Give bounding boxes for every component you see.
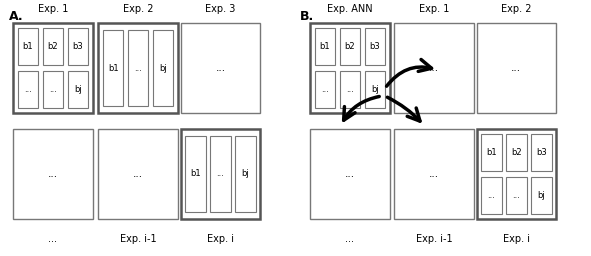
Text: ...: ... xyxy=(134,63,142,72)
Bar xyxy=(340,28,361,65)
Text: ...: ... xyxy=(488,191,495,200)
Text: Exp. 2: Exp. 2 xyxy=(123,4,154,14)
Text: Exp. 2: Exp. 2 xyxy=(501,4,532,14)
Bar xyxy=(235,136,256,212)
Text: B.: B. xyxy=(300,10,314,23)
Text: ...: ... xyxy=(133,169,143,179)
Text: ...: ... xyxy=(429,169,439,179)
Bar xyxy=(310,129,389,219)
Text: ...: ... xyxy=(345,234,355,244)
Bar xyxy=(128,30,148,106)
Text: Exp. i: Exp. i xyxy=(207,234,234,244)
Bar xyxy=(181,129,260,219)
Text: b1: b1 xyxy=(486,148,496,157)
Text: ...: ... xyxy=(24,85,32,94)
Text: Exp. i-1: Exp. i-1 xyxy=(415,234,452,244)
Text: b2: b2 xyxy=(47,42,58,51)
Text: Exp. 1: Exp. 1 xyxy=(419,4,449,14)
Text: b1: b1 xyxy=(190,169,201,178)
Bar xyxy=(99,23,178,113)
Text: ...: ... xyxy=(48,234,57,244)
Bar xyxy=(394,23,474,113)
Text: ...: ... xyxy=(511,63,521,73)
Text: bj: bj xyxy=(160,63,167,72)
Text: ...: ... xyxy=(321,85,329,94)
Bar xyxy=(103,30,124,106)
Text: ...: ... xyxy=(345,169,355,179)
Text: Exp. i: Exp. i xyxy=(503,234,530,244)
Text: Exp. ANN: Exp. ANN xyxy=(327,4,373,14)
Bar xyxy=(365,28,385,65)
Text: b2: b2 xyxy=(345,42,355,51)
Bar xyxy=(531,177,552,214)
Text: ...: ... xyxy=(216,63,226,73)
Text: b1: b1 xyxy=(22,42,33,51)
Text: ...: ... xyxy=(429,63,439,73)
Bar xyxy=(506,134,527,171)
Text: b3: b3 xyxy=(369,42,380,51)
Text: bj: bj xyxy=(242,169,249,178)
Text: b1: b1 xyxy=(320,42,330,51)
Bar xyxy=(18,28,38,65)
Bar xyxy=(18,71,38,108)
Text: ...: ... xyxy=(216,169,225,178)
Bar xyxy=(340,71,361,108)
Bar xyxy=(365,71,385,108)
Text: b1: b1 xyxy=(108,63,118,72)
Bar xyxy=(210,136,231,212)
Bar xyxy=(43,71,63,108)
Bar xyxy=(481,177,502,214)
Bar xyxy=(43,28,63,65)
Bar xyxy=(67,71,88,108)
Text: bj: bj xyxy=(538,191,545,200)
Text: Exp. 3: Exp. 3 xyxy=(205,4,236,14)
Bar xyxy=(477,23,556,113)
Bar xyxy=(13,23,93,113)
Text: ...: ... xyxy=(346,85,354,94)
Bar xyxy=(481,134,502,171)
Bar xyxy=(181,23,260,113)
Bar xyxy=(185,136,206,212)
Text: Exp. 1: Exp. 1 xyxy=(38,4,68,14)
Text: bj: bj xyxy=(74,85,82,94)
Bar xyxy=(67,28,88,65)
Bar xyxy=(531,134,552,171)
Text: ...: ... xyxy=(49,85,57,94)
Bar xyxy=(13,129,93,219)
Text: b3: b3 xyxy=(73,42,83,51)
Bar xyxy=(477,129,556,219)
Bar xyxy=(99,129,178,219)
Text: Exp. i-1: Exp. i-1 xyxy=(120,234,157,244)
Bar xyxy=(153,30,174,106)
Text: bj: bj xyxy=(371,85,379,94)
Text: ...: ... xyxy=(512,191,520,200)
Text: ...: ... xyxy=(48,169,58,179)
Bar xyxy=(394,129,474,219)
Bar xyxy=(314,28,335,65)
Text: b2: b2 xyxy=(511,148,522,157)
Bar xyxy=(314,71,335,108)
Text: A.: A. xyxy=(8,10,23,23)
Bar xyxy=(506,177,527,214)
Text: b3: b3 xyxy=(536,148,547,157)
Bar xyxy=(310,23,389,113)
